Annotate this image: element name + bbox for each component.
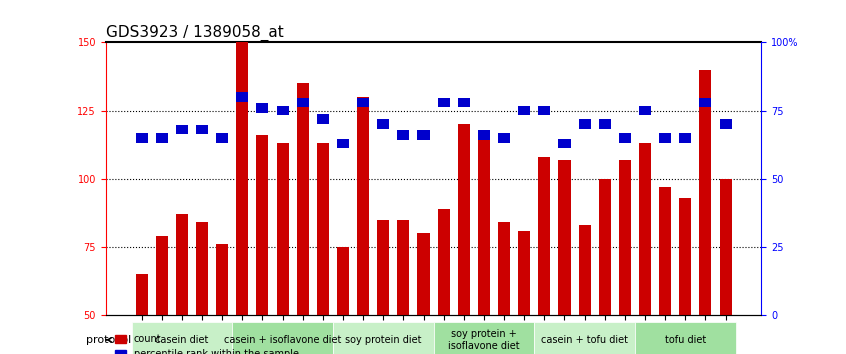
Bar	[498, 222, 510, 315]
FancyBboxPatch shape	[635, 322, 736, 354]
Bar	[357, 98, 369, 107]
Bar	[618, 133, 631, 143]
Bar	[196, 125, 208, 135]
Bar	[156, 236, 168, 315]
Bar	[719, 179, 732, 315]
Text: protocol: protocol	[86, 335, 131, 345]
FancyBboxPatch shape	[131, 322, 232, 354]
Bar	[478, 130, 490, 315]
Bar	[659, 187, 671, 315]
Bar	[599, 179, 611, 315]
Bar	[236, 92, 249, 102]
Bar	[156, 133, 168, 143]
Bar	[518, 106, 530, 115]
Bar	[337, 247, 349, 315]
Bar	[478, 130, 490, 140]
Text: soy protein diet: soy protein diet	[345, 335, 421, 345]
Bar	[659, 133, 671, 143]
Bar	[518, 230, 530, 315]
Bar	[719, 120, 732, 129]
Bar	[579, 225, 591, 315]
Bar	[256, 135, 268, 315]
Bar	[538, 157, 551, 315]
FancyBboxPatch shape	[232, 322, 332, 354]
Bar	[357, 97, 369, 315]
Bar	[135, 133, 148, 143]
Bar	[498, 133, 510, 143]
Bar	[256, 103, 268, 113]
Bar	[398, 130, 409, 140]
Bar	[679, 198, 691, 315]
Bar	[579, 120, 591, 129]
Bar	[216, 133, 228, 143]
Bar	[236, 42, 249, 315]
Bar	[417, 233, 430, 315]
Bar	[558, 160, 570, 315]
Text: casein diet: casein diet	[155, 335, 209, 345]
Bar	[437, 98, 450, 107]
FancyBboxPatch shape	[535, 322, 635, 354]
FancyBboxPatch shape	[433, 322, 535, 354]
Bar	[135, 274, 148, 315]
Bar	[377, 120, 389, 129]
Bar	[216, 244, 228, 315]
Bar	[398, 219, 409, 315]
Text: soy protein +
isoflavone diet: soy protein + isoflavone diet	[448, 329, 519, 351]
Bar	[437, 209, 450, 315]
Bar	[277, 106, 288, 115]
Bar	[639, 106, 651, 115]
Bar	[377, 219, 389, 315]
Bar	[700, 70, 711, 315]
Bar	[176, 214, 188, 315]
Bar	[277, 143, 288, 315]
Text: GDS3923 / 1389058_at: GDS3923 / 1389058_at	[106, 25, 283, 41]
Bar	[297, 98, 309, 107]
Bar	[176, 125, 188, 135]
Bar	[316, 114, 329, 124]
Bar	[297, 83, 309, 315]
Bar	[458, 98, 470, 107]
Bar	[337, 138, 349, 148]
Bar	[599, 120, 611, 129]
Bar	[558, 138, 570, 148]
Bar	[639, 143, 651, 315]
Text: casein + isoflavone diet: casein + isoflavone diet	[224, 335, 341, 345]
FancyBboxPatch shape	[332, 322, 433, 354]
Bar	[458, 124, 470, 315]
Bar	[700, 98, 711, 107]
Bar	[618, 160, 631, 315]
Text: casein + tofu diet: casein + tofu diet	[541, 335, 628, 345]
Bar	[538, 106, 551, 115]
Bar	[417, 130, 430, 140]
Bar	[196, 222, 208, 315]
Text: tofu diet: tofu diet	[665, 335, 706, 345]
Legend: count, percentile rank within the sample: count, percentile rank within the sample	[111, 331, 303, 354]
Bar	[316, 143, 329, 315]
Bar	[679, 133, 691, 143]
